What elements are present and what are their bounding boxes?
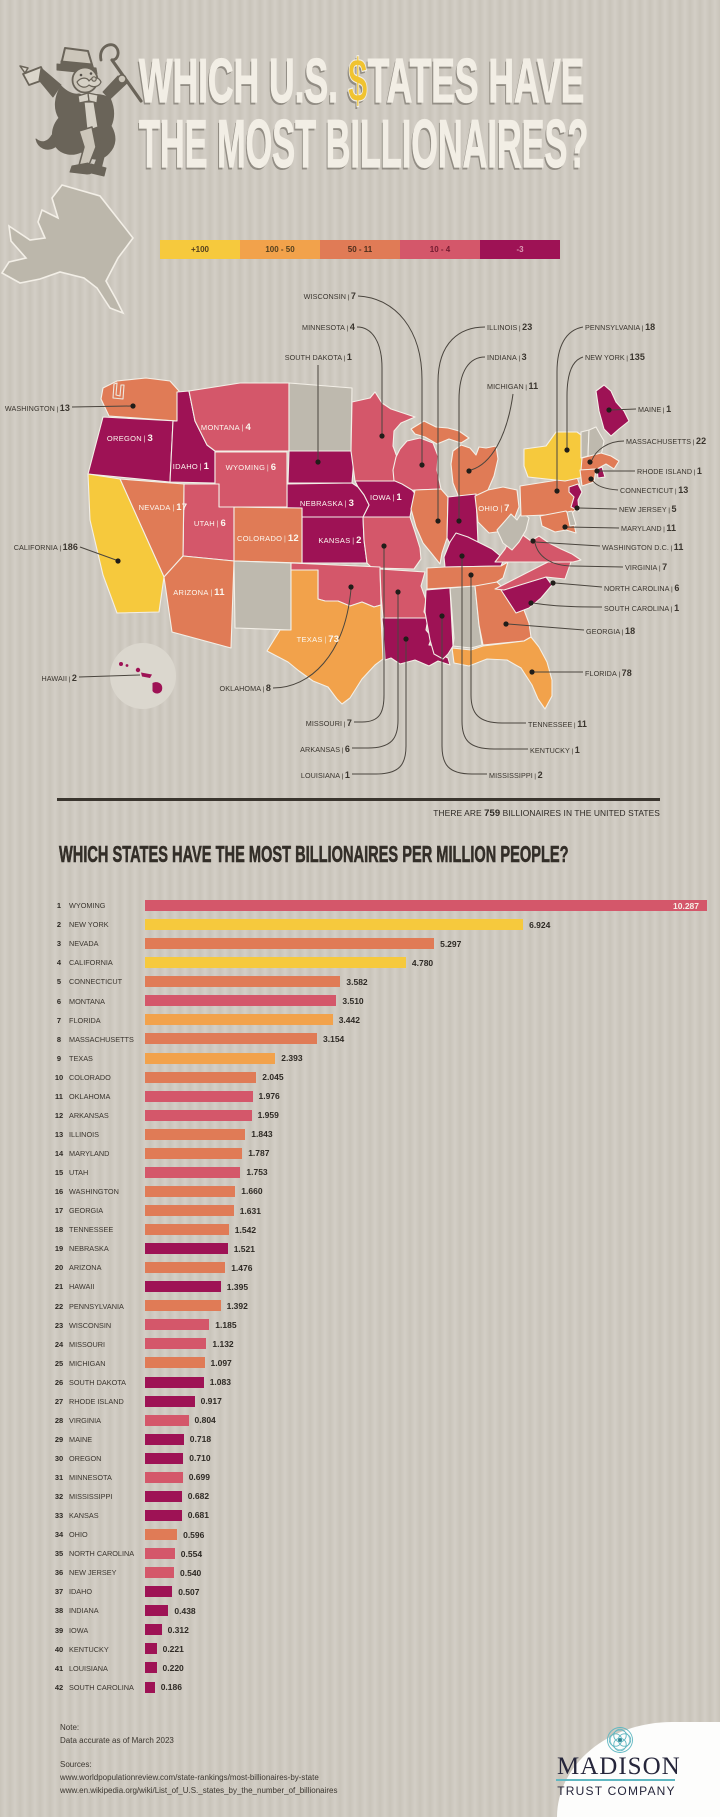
svg-text:TENNESSEE | 11: TENNESSEE | 11	[528, 719, 587, 729]
svg-text:MICHIGAN | 11: MICHIGAN | 11	[487, 381, 538, 391]
svg-text:MONTANA | 4: MONTANA | 4	[201, 422, 252, 433]
svg-text:WASHINGTON | 13: WASHINGTON | 13	[5, 403, 70, 413]
svg-text:COLORADO | 12: COLORADO | 12	[237, 533, 299, 544]
svg-text:MINNESOTA | 4: MINNESOTA | 4	[302, 322, 355, 332]
svg-text:OKLAHOMA | 8: OKLAHOMA | 8	[220, 683, 271, 693]
svg-text:NEW YORK | 135: NEW YORK | 135	[585, 352, 645, 362]
svg-text:CALIFORNIA | 186: CALIFORNIA | 186	[14, 542, 78, 552]
svg-text:ARIZONA | 11: ARIZONA | 11	[173, 587, 225, 598]
svg-text:GEORGIA | 18: GEORGIA | 18	[586, 626, 635, 636]
svg-text:LOUISIANA | 1: LOUISIANA | 1	[301, 770, 350, 780]
svg-text:OREGON | 3: OREGON | 3	[107, 433, 153, 444]
svg-text:NEBRASKA | 3: NEBRASKA | 3	[300, 498, 354, 509]
svg-text:UTAH | 6: UTAH | 6	[194, 518, 226, 529]
svg-text:MARYLAND | 11: MARYLAND | 11	[621, 523, 676, 533]
svg-text:NORTH CAROLINA | 6: NORTH CAROLINA | 6	[604, 583, 679, 593]
svg-text:MISSISSIPPI | 2: MISSISSIPPI | 2	[489, 770, 543, 780]
svg-text:NEVADA | 17: NEVADA | 17	[139, 502, 188, 513]
svg-text:PENNSYLVANIA | 18: PENNSYLVANIA | 18	[585, 322, 655, 332]
svg-text:FLORIDA | 78: FLORIDA | 78	[585, 668, 632, 678]
svg-text:MAINE | 1: MAINE | 1	[638, 404, 671, 414]
svg-text:SOUTH DAKOTA | 1: SOUTH DAKOTA | 1	[285, 352, 352, 362]
svg-text:ILLINOIS | 23: ILLINOIS | 23	[487, 322, 532, 332]
svg-text:WISCONSIN | 7: WISCONSIN | 7	[304, 291, 356, 301]
svg-text:IOWA | 1: IOWA | 1	[370, 492, 402, 503]
svg-text:VIRGINIA | 7: VIRGINIA | 7	[625, 562, 667, 572]
svg-text:IDAHO | 1: IDAHO | 1	[173, 461, 210, 472]
svg-text:WYOMING | 6: WYOMING | 6	[226, 462, 277, 473]
svg-text:CONNECTICUT | 13: CONNECTICUT | 13	[620, 485, 688, 495]
svg-text:TEXAS | 73: TEXAS | 73	[297, 634, 340, 645]
svg-text:RHODE ISLAND | 1: RHODE ISLAND | 1	[637, 466, 702, 476]
svg-text:KANSAS | 2: KANSAS | 2	[318, 535, 361, 546]
svg-text:OHIO | 7: OHIO | 7	[478, 503, 510, 514]
svg-text:MASSACHUSETTS | 22: MASSACHUSETTS | 22	[626, 436, 706, 446]
svg-text:KENTUCKY | 1: KENTUCKY | 1	[530, 745, 580, 755]
svg-text:NEW JERSEY | 5: NEW JERSEY | 5	[619, 504, 677, 514]
svg-text:HAWAII | 2: HAWAII | 2	[41, 673, 77, 683]
svg-text:WASHINGTON D.C. | 11: WASHINGTON D.C. | 11	[602, 542, 684, 552]
svg-text:ARKANSAS | 6: ARKANSAS | 6	[300, 744, 350, 754]
svg-text:INDIANA | 3: INDIANA | 3	[487, 352, 527, 362]
svg-text:MISSOURI | 7: MISSOURI | 7	[306, 718, 352, 728]
svg-text:SOUTH CAROLINA | 1: SOUTH CAROLINA | 1	[604, 603, 679, 613]
